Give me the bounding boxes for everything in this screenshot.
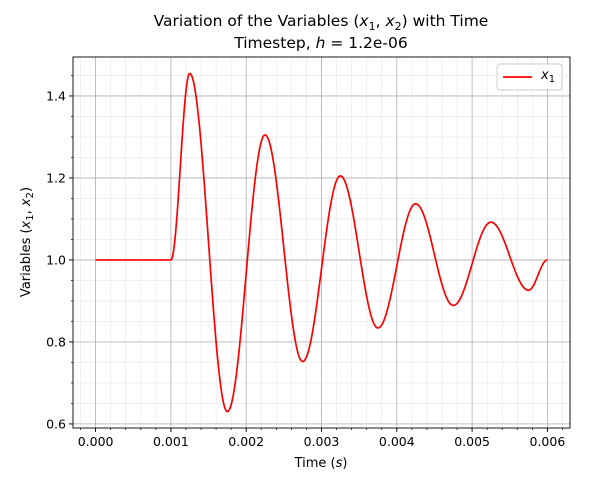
x-tick-label: 0.003: [304, 434, 340, 449]
chart-title-line-2: Timestep, h = 1.2e-06: [233, 34, 408, 52]
x-tick-label: 0.000: [78, 434, 114, 449]
y-tick-label: 0.8: [46, 334, 66, 349]
y-tick-label: 1.2: [46, 170, 66, 185]
x-tick-label: 0.006: [530, 434, 566, 449]
x-axis-label: Time (s): [294, 456, 348, 471]
y-axis-ticks: 0.6 0.8 1.0 1.2 1.4: [46, 75, 73, 431]
y-axis-label: Variables (x1, x2): [19, 187, 36, 297]
major-grid: [73, 57, 570, 428]
series-line-x1: [95, 72, 548, 413]
y-tick-label: 1.0: [46, 252, 66, 267]
legend: x1: [496, 63, 563, 91]
series-layer: [95, 72, 548, 413]
chart-title-line-1: Variation of the Variables (x1, x2) with…: [154, 12, 489, 33]
x-tick-label: 0.002: [228, 434, 264, 449]
y-tick-label: 1.4: [46, 88, 66, 103]
x-tick-label: 0.005: [454, 434, 490, 449]
y-tick-label: 0.6: [46, 416, 66, 431]
legend-label-x1: x1: [540, 68, 555, 85]
x-tick-label: 0.004: [379, 434, 415, 449]
x-tick-label: 0.001: [153, 434, 189, 449]
x-axis-ticks: 0.000 0.001 0.002 0.003 0.004 0.005 0.006: [78, 428, 566, 449]
